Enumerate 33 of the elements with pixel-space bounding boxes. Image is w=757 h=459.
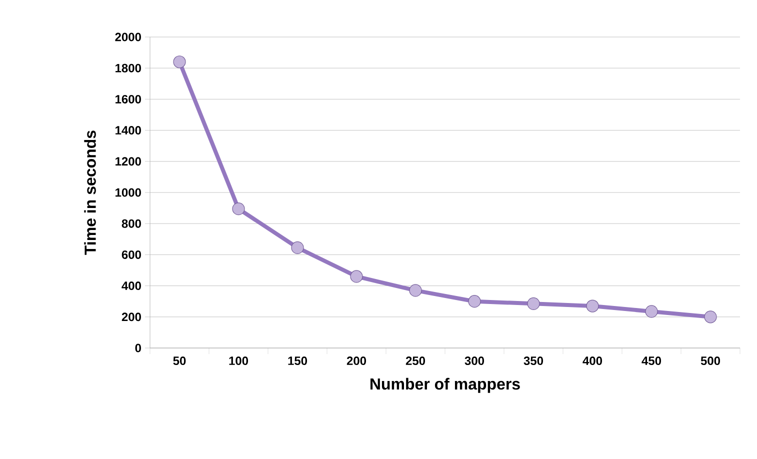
point (409, 284, 422, 297)
x-tick-label: 500 (700, 356, 720, 366)
y-axis-title: Time in seconds (84, 130, 96, 255)
x-tick-label: 400 (582, 356, 602, 366)
point (704, 310, 717, 324)
point (350, 270, 363, 283)
y-tick-label: 400 (122, 282, 141, 290)
y-tick-label: 1400 (116, 126, 141, 135)
x-tick-label: 250 (406, 356, 426, 366)
y-tick-label: 800 (122, 219, 141, 228)
point (645, 305, 658, 318)
point (291, 241, 304, 254)
y-tick-label: 0 (135, 344, 141, 352)
x-tick-label: 350 (524, 356, 544, 366)
y-tick-label: 1200 (116, 157, 141, 166)
x-axis-title: Number of mappers (370, 378, 520, 393)
y-tick-label: 1800 (116, 64, 141, 72)
y-tick-label: 600 (122, 250, 141, 259)
x-tick-label: 150 (288, 356, 308, 366)
x-tick-label: 450 (642, 356, 662, 366)
x-tick-label: 300 (464, 356, 484, 366)
point (173, 56, 186, 68)
y-tick-label: 1600 (116, 94, 141, 104)
point (586, 300, 599, 312)
y-tick-label: 200 (122, 312, 141, 322)
x-tick-label: 200 (346, 356, 366, 366)
point (527, 297, 540, 310)
point (232, 202, 245, 216)
x-tick-label: 100 (229, 356, 248, 366)
point (468, 295, 481, 308)
y-tick-label: 1000 (116, 188, 141, 197)
x-tick-label: 50 (173, 356, 186, 366)
y-tick-label: 2000 (115, 32, 141, 42)
